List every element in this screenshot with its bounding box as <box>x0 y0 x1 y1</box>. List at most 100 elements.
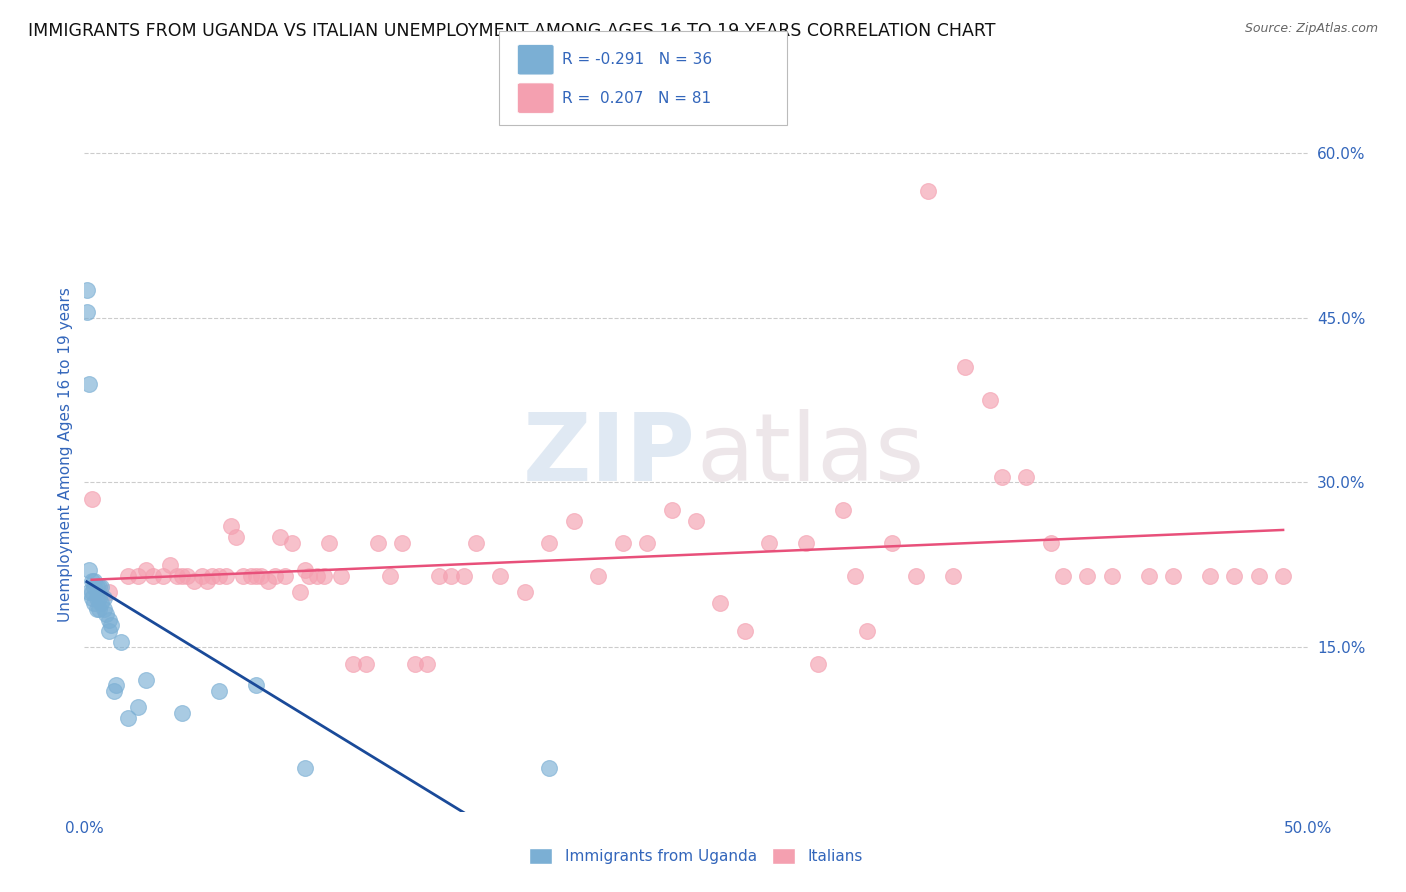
Point <box>97 624 120 638</box>
Point <box>464 535 486 549</box>
Point <box>103 684 125 698</box>
Point <box>562 514 585 528</box>
Point <box>1052 568 1074 582</box>
Point <box>90 580 112 594</box>
Point <box>1039 535 1062 549</box>
Point <box>453 568 475 582</box>
Text: R =  0.207   N = 81: R = 0.207 N = 81 <box>562 91 711 105</box>
Point <box>96 607 118 621</box>
Text: Source: ZipAtlas.com: Source: ZipAtlas.com <box>1244 22 1378 36</box>
Point <box>404 657 426 671</box>
Point <box>172 706 194 720</box>
Point <box>1076 568 1098 582</box>
Point <box>953 360 976 375</box>
Point <box>249 568 271 582</box>
Point <box>159 558 181 572</box>
Point <box>176 568 198 582</box>
Point <box>117 711 139 725</box>
Point <box>83 574 105 589</box>
Point <box>100 618 122 632</box>
Point <box>225 530 247 544</box>
Point <box>330 568 353 582</box>
Point <box>1101 568 1123 582</box>
Point <box>80 585 103 599</box>
Legend: Immigrants from Uganda, Italians: Immigrants from Uganda, Italians <box>522 840 870 871</box>
Point <box>1161 568 1184 582</box>
Point <box>269 530 291 544</box>
Point <box>86 580 108 594</box>
Point <box>86 601 108 615</box>
Point <box>97 585 120 599</box>
Point <box>87 591 110 605</box>
Point <box>83 596 105 610</box>
Point <box>440 568 463 582</box>
Point <box>97 613 120 627</box>
Point <box>239 568 262 582</box>
Point <box>264 568 287 582</box>
Point <box>807 657 830 671</box>
Point <box>794 535 817 549</box>
Point <box>281 535 304 549</box>
Point <box>77 376 100 391</box>
Point <box>685 514 707 528</box>
Point <box>294 761 316 775</box>
Point <box>76 305 98 319</box>
Point <box>77 585 100 599</box>
Point <box>942 568 965 582</box>
Point <box>427 568 450 582</box>
Point <box>183 574 205 589</box>
Point <box>135 673 157 687</box>
Point <box>86 591 108 605</box>
Point <box>200 568 222 582</box>
Point <box>342 657 364 671</box>
Point <box>274 568 297 582</box>
Text: R = -0.291   N = 36: R = -0.291 N = 36 <box>562 53 713 67</box>
Text: ZIP: ZIP <box>523 409 696 501</box>
Point <box>80 591 103 605</box>
Point <box>135 563 157 577</box>
Point <box>172 568 194 582</box>
Point <box>354 657 377 671</box>
Point <box>219 519 242 533</box>
Point <box>416 657 439 671</box>
Point <box>905 568 928 582</box>
Point <box>1015 470 1038 484</box>
Point <box>314 568 336 582</box>
Point <box>305 568 328 582</box>
Y-axis label: Unemployment Among Ages 16 to 19 years: Unemployment Among Ages 16 to 19 years <box>58 287 73 623</box>
Point <box>844 568 866 582</box>
Point <box>93 601 115 615</box>
Text: IMMIGRANTS FROM UGANDA VS ITALIAN UNEMPLOYMENT AMONG AGES 16 TO 19 YEARS CORRELA: IMMIGRANTS FROM UGANDA VS ITALIAN UNEMPL… <box>28 22 995 40</box>
Point <box>117 568 139 582</box>
Point <box>77 563 100 577</box>
Point <box>232 568 254 582</box>
Point <box>612 535 634 549</box>
Point <box>734 624 756 638</box>
Point <box>380 568 402 582</box>
Point <box>93 591 115 605</box>
Point <box>76 283 98 297</box>
Point <box>83 580 105 594</box>
Point <box>758 535 780 549</box>
Point <box>538 535 561 549</box>
Point <box>489 568 512 582</box>
Point <box>288 585 311 599</box>
Point <box>80 574 103 589</box>
Point <box>166 568 188 582</box>
Point <box>80 491 103 506</box>
Point <box>257 574 280 589</box>
Point <box>245 568 267 582</box>
Point <box>208 568 231 582</box>
Point <box>636 535 658 549</box>
Point <box>105 678 128 692</box>
Point <box>1198 568 1220 582</box>
Point <box>87 601 110 615</box>
Point <box>298 568 321 582</box>
Point <box>661 503 683 517</box>
Point <box>831 503 853 517</box>
Point <box>709 596 731 610</box>
Point <box>208 684 231 698</box>
Point <box>367 535 389 549</box>
Point <box>152 568 174 582</box>
Point <box>87 580 110 594</box>
